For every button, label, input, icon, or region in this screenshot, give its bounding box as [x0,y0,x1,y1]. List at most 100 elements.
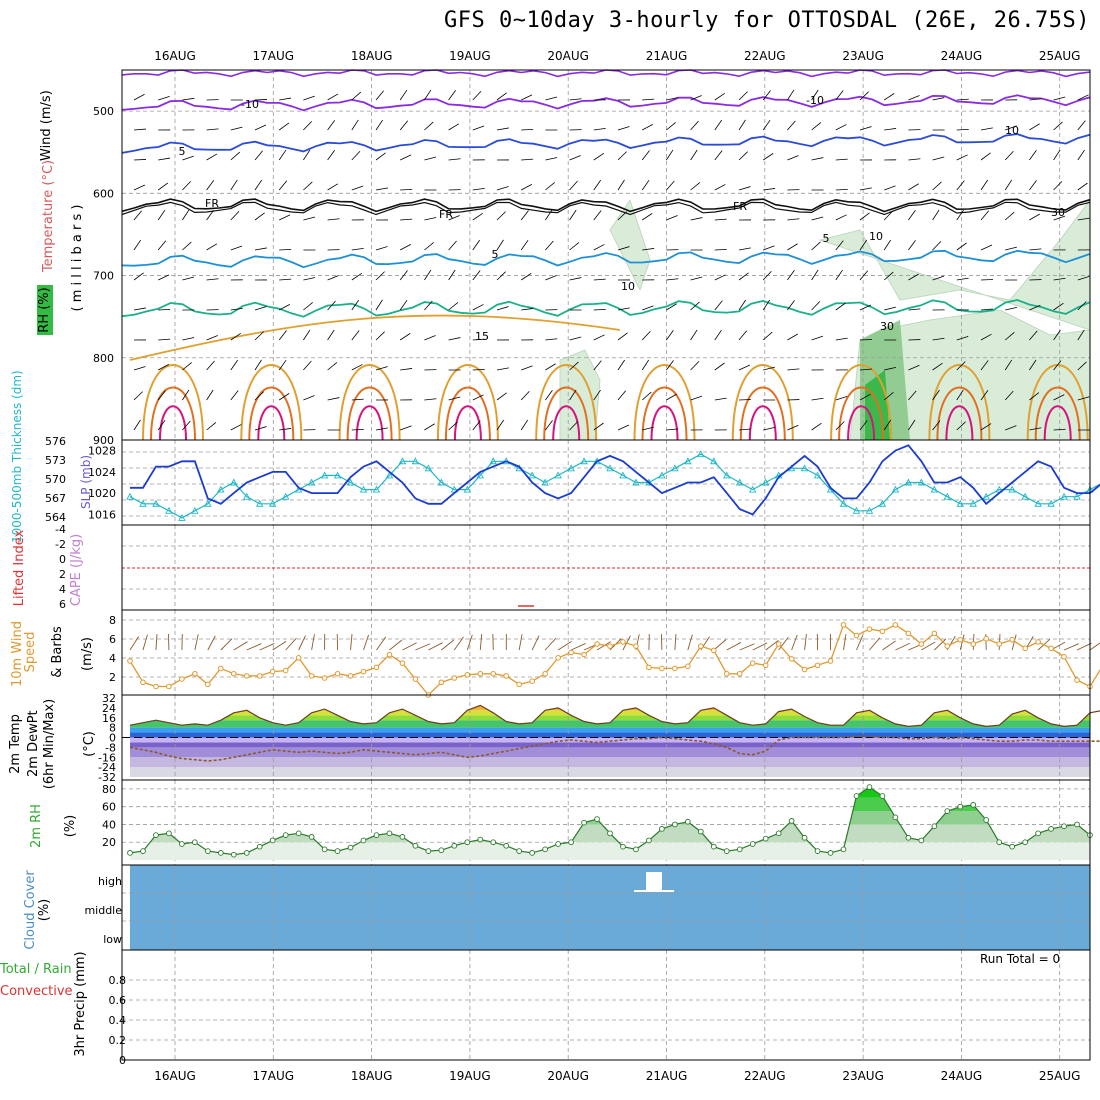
temp-contour-25 [257,405,286,441]
wind-barb [545,363,556,371]
wind-barb [859,368,872,371]
wind-barb [569,336,582,341]
wind10-point [360,668,367,675]
wind10-point [879,628,886,635]
rh2m-point [633,846,639,853]
temp-contour-15 [142,364,204,441]
wind10-point [1074,677,1080,683]
wind10-barb [363,634,370,651]
wind-barb [448,302,459,311]
wind-barb [254,426,267,431]
wind-barb [230,390,239,401]
wind-barb [593,278,606,281]
wind-barb [762,331,773,341]
precip-label-a: Total / Rain [0,962,72,977]
thickness-point [463,485,472,493]
thickness-point [126,492,134,500]
wind-barb [545,209,553,221]
wind-barb [157,209,166,221]
wind-barb [956,180,965,191]
wind-barb [1005,125,1017,131]
wind10-point [1022,645,1028,652]
wind-barb [1053,428,1066,431]
wind-barb [254,331,264,341]
wind-barb [1077,94,1089,101]
temperature-label: Temperature (°C) [41,159,56,273]
temp-contour-15 [535,364,598,441]
wind-barb [666,122,676,131]
wind-barb [835,269,843,281]
rh2m-point [386,830,393,837]
rh2m-point [827,850,834,856]
rh2m-point [1074,821,1080,828]
wind-barb [254,99,268,101]
rh2m-point [620,843,626,850]
wind-barb [400,244,411,251]
contour-label: FR [733,200,747,213]
thickness-point [333,471,342,479]
wind-barb [206,180,215,191]
wind-barb [472,239,480,251]
wind-barb [908,210,916,221]
temp-tick: 16 [102,712,116,725]
rh-label: RH (%) [37,285,53,335]
wind-barb [545,182,555,191]
wind-barb [617,126,630,131]
thickness-point [658,471,666,479]
chart-title: GFS 0~10day 3-hourly for OTTOSDAL (26E, … [443,8,1090,33]
temp2m-line [129,704,1100,728]
wind-barb [400,368,413,371]
temp-contour-20 [739,386,786,441]
contour-label: 15 [475,330,489,343]
contour-label: -10 [806,94,824,107]
rh2m-point [516,848,523,854]
date-label-bottom: 21AUG [646,1069,688,1083]
wind10-barb [142,634,148,651]
wind10-point [594,641,600,647]
wind10-point [568,649,574,656]
wind10-barb [531,635,540,651]
wind10-point [477,670,484,677]
wind-barb [1005,425,1017,431]
thickness-point [1021,492,1029,500]
li-tick: -4 [55,523,66,536]
wind10-point [490,670,497,677]
temp-tick: 0 [109,732,116,745]
wind-barb [787,270,795,281]
wind10-tick: 6 [109,633,116,646]
wind-barb [351,428,364,431]
temp-tick: 24 [102,702,116,715]
wind-barb [206,389,214,401]
wind-barb [1029,123,1040,131]
wind10-point [581,651,587,658]
wind-barb [1053,360,1062,371]
contour-label: 10 [621,280,635,293]
precip-tick: 0.6 [109,994,127,1007]
wind10-point [412,676,419,682]
wind-barb [520,390,530,401]
wind-barb [835,90,844,101]
dewpoint-line [129,735,1100,762]
wind-barb [641,391,652,401]
temp-contour-15 [338,364,401,441]
wind-barb [254,306,267,311]
thickness-tick: 570 [45,473,66,486]
rh2m-point [555,841,561,847]
temp-contour-15 [240,364,303,441]
wind-barb [617,332,628,341]
wind-barb [714,397,727,401]
wind-barb [859,187,872,191]
thickness-point [891,485,900,493]
wind-barb [980,210,989,221]
temp-contour-20 [248,386,295,441]
wind-barb [520,273,532,281]
wind10-point [140,679,146,686]
thickness-point [411,457,420,465]
wind-barb [593,389,601,401]
wind-barb [908,183,919,191]
wind-barb [738,364,751,371]
contour-label: 5 [179,145,186,158]
temp-contour-minus15 [121,69,1091,78]
slp-tick: 1028 [88,445,116,458]
wind-barb [230,424,242,431]
